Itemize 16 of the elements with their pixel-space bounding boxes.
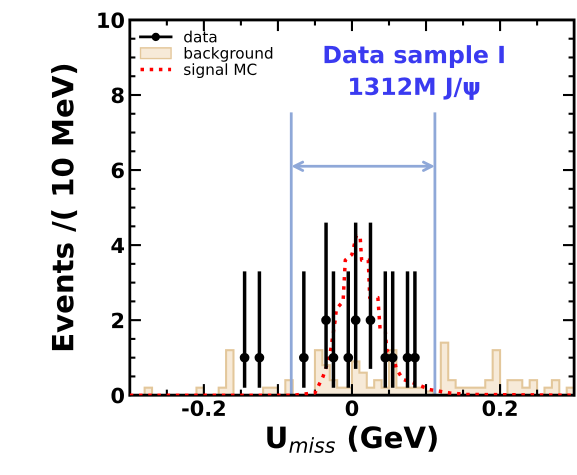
y-tick-label: 2 (112, 312, 124, 328)
legend-label: data (184, 30, 216, 42)
x-tick-label: -0.2 (182, 400, 225, 416)
annotation: Data sample I (324, 45, 504, 68)
legend-label: background (184, 46, 272, 62)
y-axis-title: Events /( 10 MeV) (51, 64, 78, 350)
x-tick-label: 0.2 (482, 400, 517, 416)
legend-label: signal MC (184, 63, 256, 78)
y-tick-label: 10 (98, 12, 124, 28)
y-tick-label: 8 (112, 87, 124, 104)
y-tick-label: 4 (111, 238, 124, 254)
annotation: 1312M J/ψ (350, 77, 480, 100)
y-tick-label: 6 (112, 162, 124, 178)
y-tick-label: 0 (111, 388, 124, 404)
x-tick-label: 0 (346, 400, 358, 416)
x-axis-title: U$_{miss}$ (GeV) (267, 426, 437, 453)
